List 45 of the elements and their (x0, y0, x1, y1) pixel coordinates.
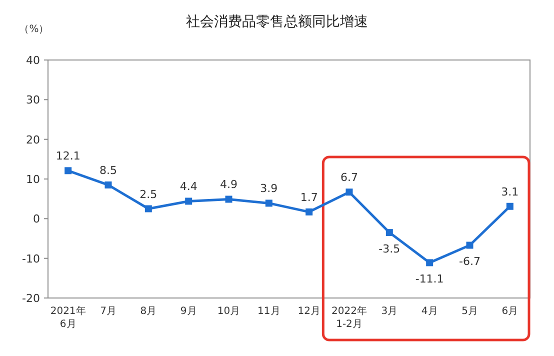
x-tick-label: 8月 (140, 306, 157, 317)
point (506, 202, 514, 210)
x-tick-label: 3月 (381, 306, 398, 317)
point (306, 208, 313, 216)
point (225, 196, 232, 203)
x-tick-label: 7月 (100, 306, 116, 317)
data-label: 2.5 (140, 188, 158, 201)
data-label: -6.7 (459, 255, 480, 268)
point (466, 242, 474, 249)
data-label: 4.4 (180, 180, 198, 194)
y-tick-label: 0 (33, 212, 40, 226)
x-tick-label: 9月 (180, 306, 197, 317)
data-label: -11.1 (415, 272, 444, 286)
data-label: -3.5 (378, 242, 400, 256)
x-tick-label: 4月 (421, 306, 438, 317)
data-label: 3.1 (501, 185, 519, 198)
chart-title: 社会消费品零售总额同比增速 (186, 14, 368, 30)
x-tick-label: 12月 (298, 306, 320, 317)
data-label: 8.5 (100, 164, 117, 177)
y-tick-label: 10 (26, 173, 40, 186)
y-tick-label: 20 (26, 133, 40, 146)
x-tick-label: 2022年 1-2月 (332, 305, 367, 330)
point (265, 200, 272, 207)
y-tick-label: -20 (22, 292, 40, 305)
x-tick-label: 10月 (217, 306, 240, 317)
data-label: 1.7 (300, 190, 318, 204)
data-label: 6.7 (340, 171, 358, 184)
data-label: 12.1 (56, 150, 80, 163)
y-tick-label: -10 (22, 252, 40, 266)
point (426, 259, 434, 266)
x-tick-label: 6月 (502, 306, 518, 317)
data-label: 3.9 (260, 182, 278, 196)
y-axis-title: （%） (19, 24, 49, 35)
point (346, 188, 353, 196)
x-tick-label: 2021年 6月 (50, 305, 86, 330)
x-tick-label: 5月 (462, 306, 478, 317)
point (185, 198, 192, 205)
point (64, 167, 72, 174)
point (386, 229, 393, 236)
data-label: 4.9 (220, 178, 238, 192)
point (104, 181, 112, 188)
y-tick-label: 30 (26, 94, 40, 107)
y-tick-label: 40 (26, 54, 40, 67)
point (144, 205, 152, 212)
x-tick-label: 11月 (258, 306, 280, 317)
